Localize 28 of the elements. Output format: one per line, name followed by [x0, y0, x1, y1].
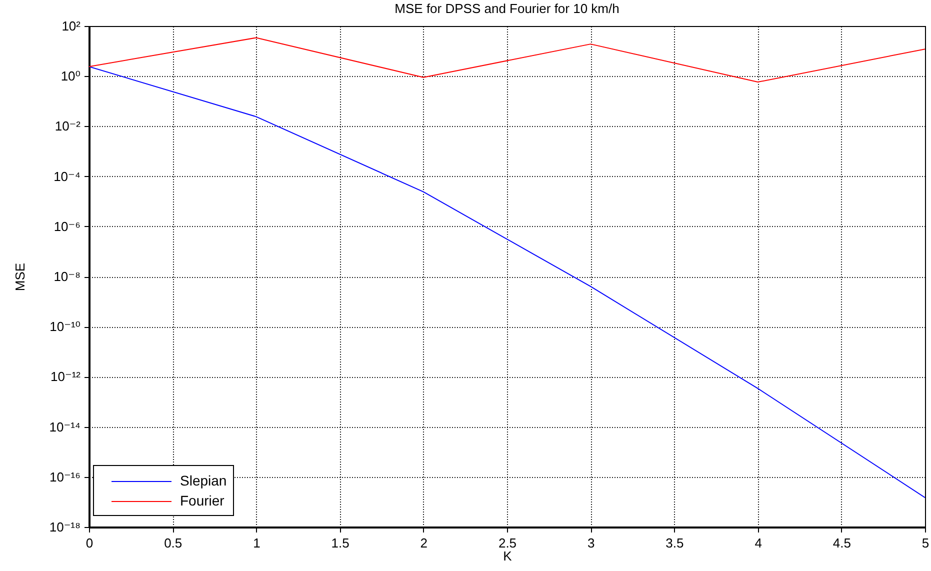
- x-tick-label: 1.5: [331, 536, 350, 550]
- x-tick-label: 4.5: [832, 536, 851, 550]
- x-tick-label: 0: [86, 536, 94, 550]
- legend-label: Fourier: [180, 492, 225, 508]
- y-tick-label: 10⁻⁸: [54, 269, 80, 284]
- y-tick-label: 10⁻²: [54, 118, 82, 134]
- y-tick-label: 10⁻¹⁸: [49, 520, 80, 534]
- y-tick-label: 10⁻¹⁰: [50, 319, 80, 334]
- y-tick-label: 10⁻¹⁶: [49, 469, 80, 484]
- x-tick-label: 3: [587, 536, 595, 550]
- y-tick-label: 10⁻⁴: [54, 168, 80, 184]
- chart-title: MSE for DPSS and Fourier for 10 km/h: [394, 1, 620, 16]
- x-tick-label: 1: [253, 536, 260, 550]
- y-tick-label: 10⁻¹²: [50, 369, 82, 384]
- x-tick-label: 0.5: [164, 536, 182, 550]
- y-tick-label: 10⁻¹⁴: [49, 419, 80, 434]
- y-tick-label: 10⁰: [60, 68, 80, 84]
- y-axis-title: MSE: [12, 262, 28, 292]
- x-tick-label: 2.5: [498, 536, 517, 550]
- x-tick-label: 3.5: [666, 536, 684, 550]
- x-tick-label: 5: [922, 536, 930, 550]
- y-tick-label: 10²: [62, 18, 82, 34]
- x-axis-title: K: [503, 548, 512, 564]
- line-series: [89, 37, 925, 83]
- legend-label: Slepian: [180, 472, 227, 488]
- y-tick-label: 10⁻⁶: [54, 218, 80, 234]
- x-tick-label: 4: [754, 536, 762, 550]
- x-tick-label: 2: [420, 536, 428, 550]
